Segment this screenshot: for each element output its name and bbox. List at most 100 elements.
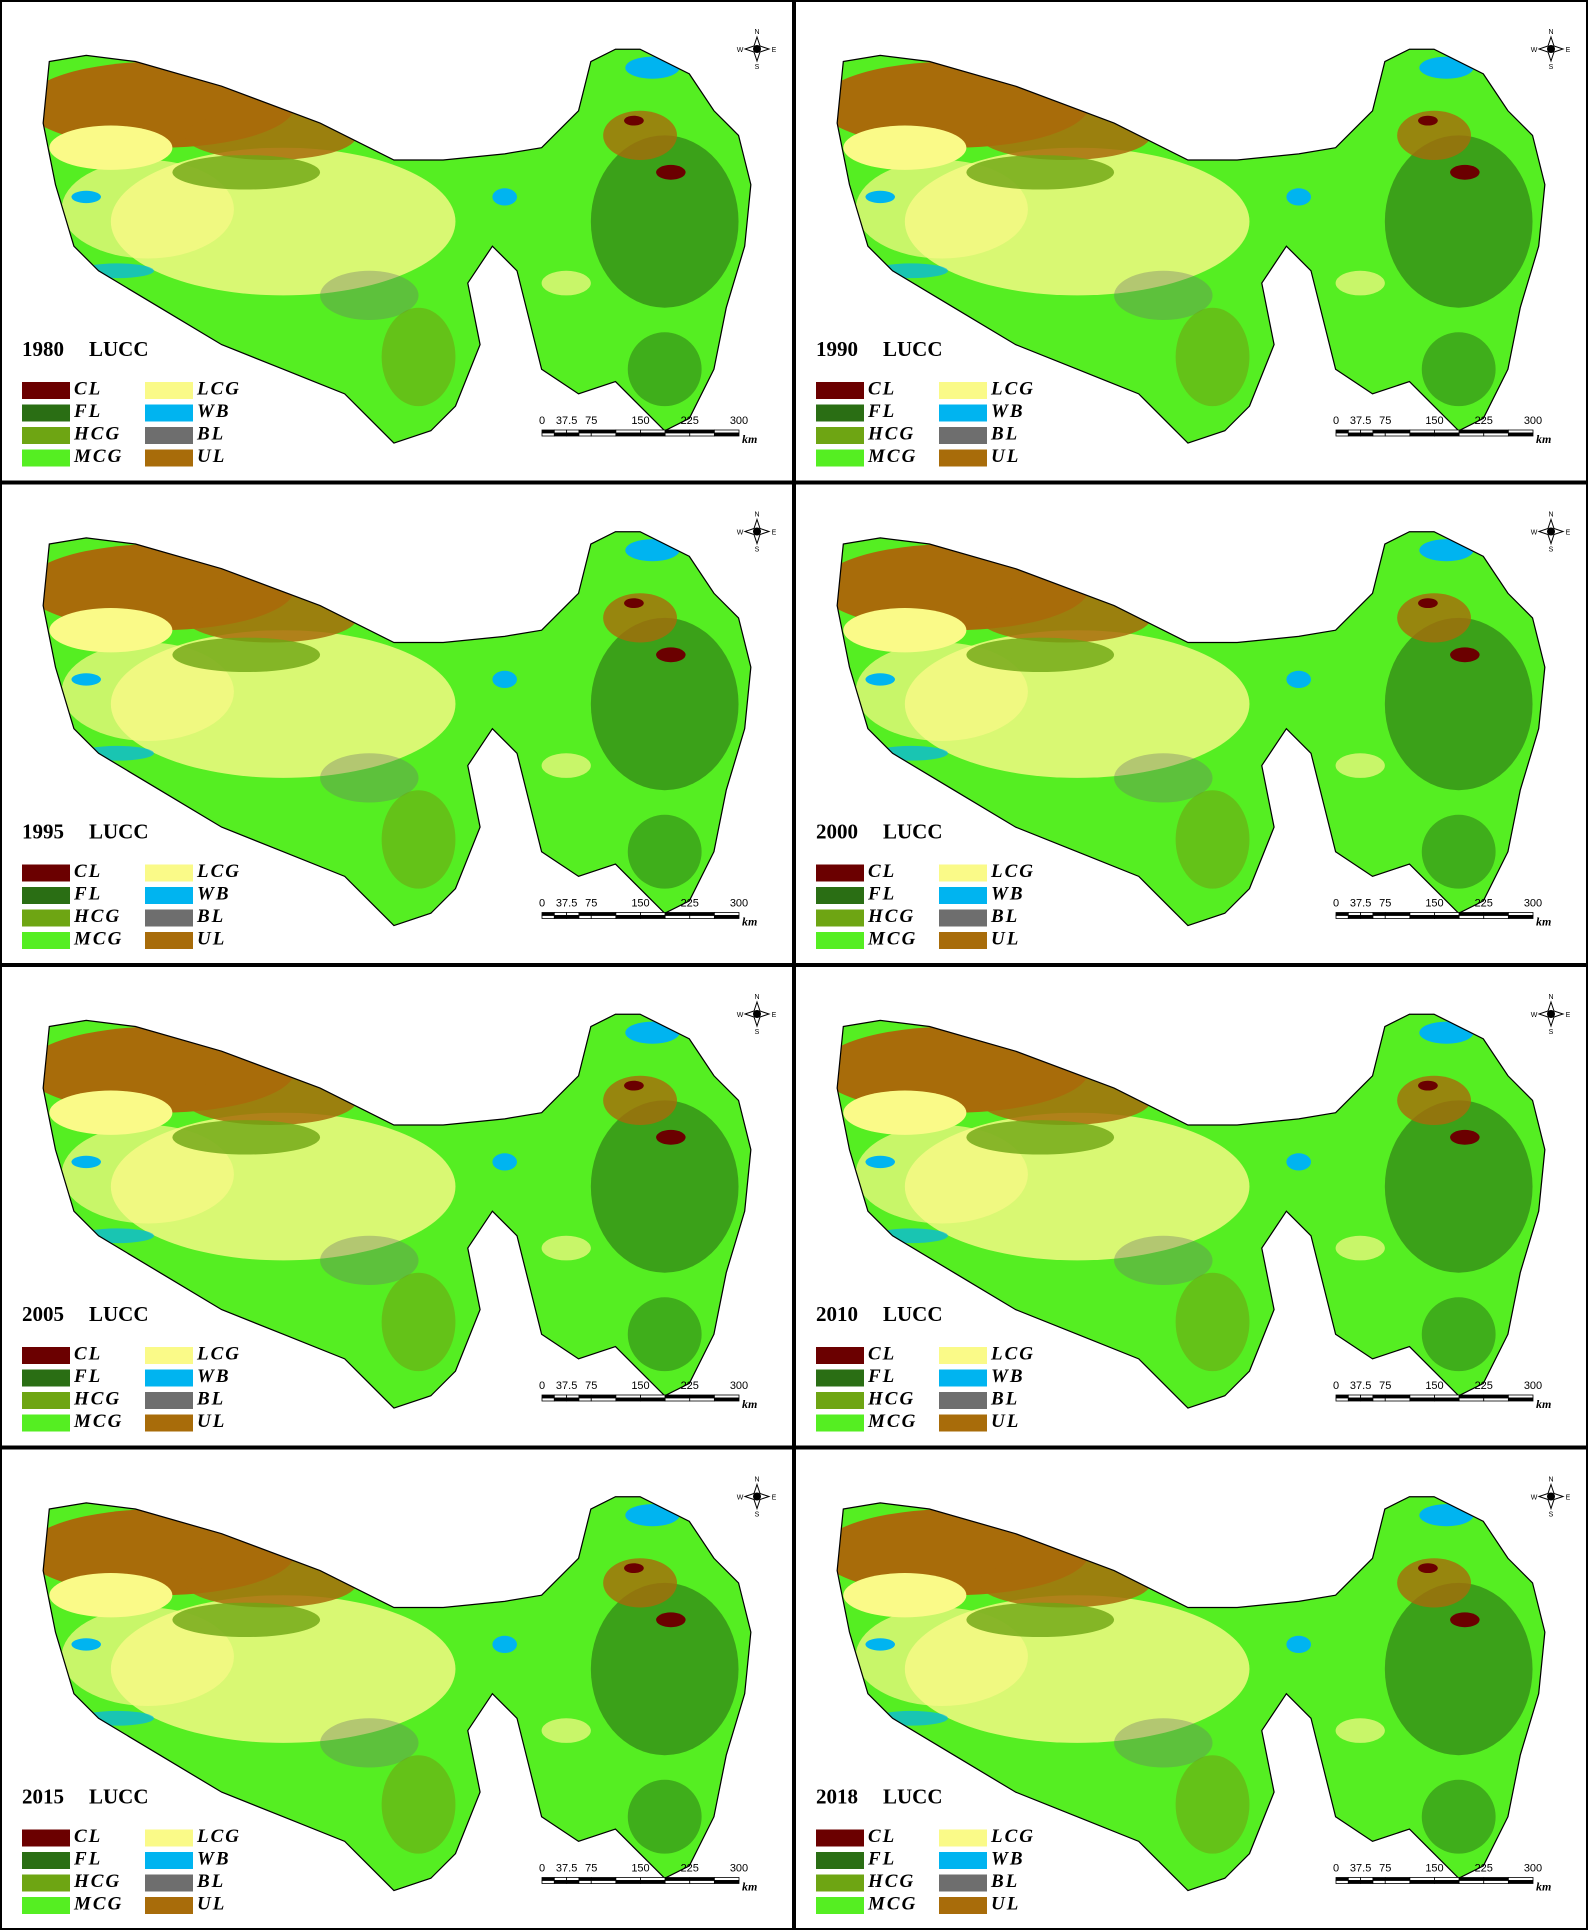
scale-segment — [689, 1394, 715, 1399]
scale-segment — [1483, 1880, 1509, 1884]
legend-swatch — [939, 1897, 987, 1914]
legend-swatch — [22, 909, 70, 927]
scale-label: 37.5 — [556, 1862, 577, 1874]
scale-segment — [615, 1394, 641, 1399]
legend-label: FL — [867, 1366, 896, 1387]
scale-segment — [640, 1394, 666, 1399]
scale-segment — [713, 915, 740, 919]
legend-label: HCG — [73, 423, 121, 444]
scale-segment — [615, 915, 641, 919]
scale-segment — [1347, 1877, 1362, 1881]
compass-e: E — [1566, 47, 1571, 54]
legend-label: BL — [990, 1871, 1019, 1892]
scale-segment — [1384, 429, 1411, 434]
scale-segment — [1507, 915, 1534, 919]
legend-swatch — [939, 909, 987, 927]
scale-segment — [1360, 1394, 1374, 1399]
legend-swatch — [939, 1414, 987, 1432]
scale-segment — [1409, 432, 1435, 437]
scale-label: 0 — [1333, 1862, 1339, 1874]
scale-segment — [1483, 915, 1509, 919]
scale-label: 225 — [1475, 415, 1493, 427]
legend-swatch — [939, 1392, 987, 1409]
scale-segment — [1372, 1880, 1386, 1884]
scale-segment — [1483, 1877, 1509, 1881]
scale-segment — [1372, 1397, 1386, 1402]
scale-label: 150 — [631, 1862, 649, 1874]
legend-swatch — [22, 449, 70, 467]
scale-segment — [566, 1394, 580, 1399]
scale-segment — [1335, 915, 1349, 919]
scale-segment — [1384, 915, 1411, 919]
compass-n: N — [754, 994, 759, 1001]
legend-label: UL — [197, 928, 226, 949]
legend-label: UL — [991, 446, 1020, 467]
scale-label: 150 — [1425, 1862, 1443, 1874]
legend-label: UL — [197, 1893, 226, 1914]
legend-swatch — [939, 427, 987, 444]
scale-segment — [1409, 1394, 1435, 1399]
scale-segment — [713, 1877, 740, 1881]
scale-segment — [689, 1880, 715, 1884]
scale-segment — [541, 915, 555, 919]
scale-segment — [1384, 1880, 1411, 1884]
compass-e: E — [772, 47, 777, 54]
scale-segment — [1360, 912, 1374, 916]
compass-s: S — [1549, 1029, 1554, 1036]
compass-w: W — [1531, 47, 1538, 54]
scale-segment — [1335, 1877, 1349, 1881]
legend-swatch — [145, 864, 193, 882]
scale-segment — [1372, 1394, 1386, 1399]
legend-label: MCG — [867, 1411, 917, 1432]
scale-label: 225 — [1475, 897, 1493, 909]
scale-segment — [566, 1397, 580, 1402]
compass-e: E — [1566, 529, 1571, 536]
legend-label: MCG — [73, 928, 123, 949]
legend-label: FL — [73, 401, 102, 422]
legend-label: CL — [868, 378, 896, 399]
compass-s: S — [1549, 1511, 1554, 1518]
legend-swatch — [22, 382, 70, 399]
scale-segment — [1458, 912, 1485, 916]
scale-segment — [566, 1880, 580, 1884]
scale-segment — [566, 915, 580, 919]
scale-segment — [689, 429, 715, 434]
legend-label: CL — [74, 1826, 102, 1847]
compass-center — [1547, 527, 1555, 536]
legend-swatch — [145, 1897, 193, 1914]
legend-swatch — [816, 449, 864, 467]
scale-segment — [615, 432, 641, 437]
legend-swatch — [816, 1347, 864, 1364]
scale-segment — [640, 432, 666, 437]
scale-segment — [1347, 1394, 1362, 1399]
scale-label: 75 — [1379, 1862, 1391, 1874]
compass-s: S — [1549, 546, 1554, 553]
scale-segment — [553, 1880, 568, 1884]
legend-swatch — [816, 887, 864, 904]
scale-segment — [1335, 429, 1349, 434]
scale-segment — [590, 1880, 617, 1884]
legend-label: MCG — [867, 1893, 917, 1914]
scale-segment — [1347, 1397, 1362, 1402]
scale-label: 150 — [631, 897, 649, 909]
panel-label: LUCC — [89, 337, 149, 361]
legend-swatch — [145, 382, 193, 399]
scale-label: 0 — [1333, 415, 1339, 427]
scale-segment — [1483, 1397, 1509, 1402]
compass-s: S — [1549, 64, 1554, 71]
legend-swatch — [939, 887, 987, 904]
scale-segment — [689, 1877, 715, 1881]
legend-label: CL — [74, 1343, 102, 1364]
legend-label: BL — [990, 1388, 1019, 1409]
compass-s: S — [755, 1511, 760, 1518]
legend-label: HCG — [867, 423, 915, 444]
scale-segment — [713, 1394, 740, 1399]
legend-swatch — [22, 1414, 70, 1432]
legend-swatch — [939, 1829, 987, 1847]
legend-swatch — [816, 382, 864, 399]
legend-swatch — [22, 864, 70, 882]
scale-label: 75 — [585, 897, 597, 909]
scale-segment — [664, 432, 691, 437]
legend-label: BL — [196, 423, 225, 444]
